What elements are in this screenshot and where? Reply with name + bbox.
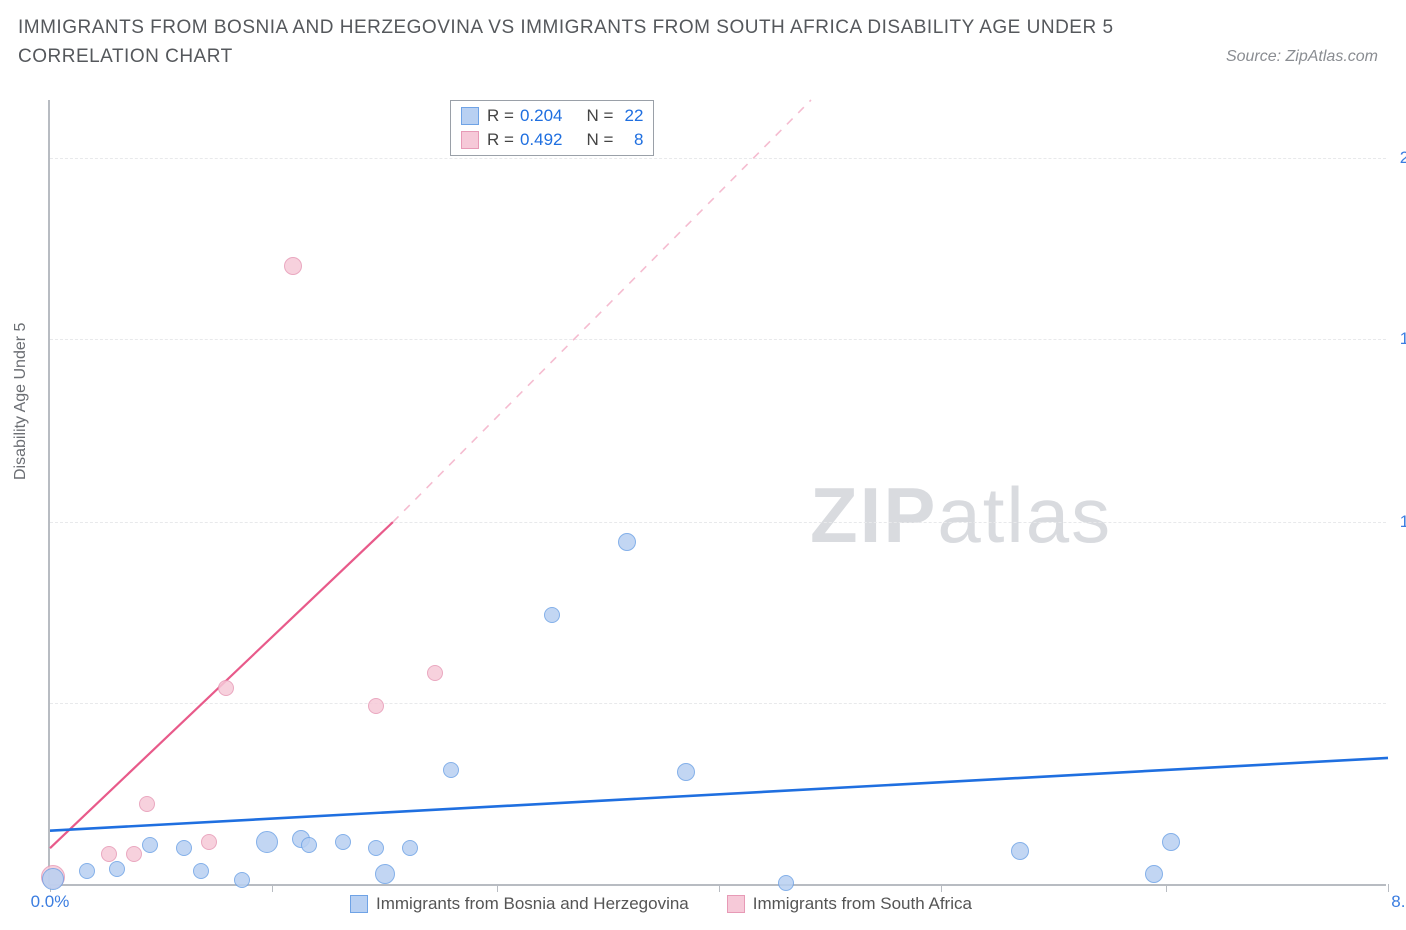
data-point-series-a: [618, 533, 636, 551]
correlation-legend-box: R =0.204 N =22 R =0.492 N =8: [450, 100, 654, 156]
data-point-series-b: [101, 846, 117, 862]
data-point-series-a: [1011, 842, 1029, 860]
data-point-series-a: [335, 834, 351, 850]
data-point-series-a: [375, 864, 395, 884]
data-point-series-a: [42, 868, 64, 890]
data-point-series-a: [402, 840, 418, 856]
y-axis-label: Disability Age Under 5: [12, 323, 30, 480]
data-point-series-a: [1145, 865, 1163, 883]
x-tick: [272, 884, 273, 892]
data-point-series-a: [443, 762, 459, 778]
data-point-series-b: [218, 680, 234, 696]
data-point-series-a: [544, 607, 560, 623]
data-point-series-a: [301, 837, 317, 853]
data-point-series-a: [193, 863, 209, 879]
legend-label-series-a: Immigrants from Bosnia and Herzegovina: [376, 894, 689, 914]
x-tick: [719, 884, 720, 892]
data-point-series-a: [368, 840, 384, 856]
y-tick-label: 6.3%: [1392, 693, 1406, 713]
legend-swatch-series-b: [461, 131, 479, 149]
source-attribution: Source: ZipAtlas.com: [1226, 48, 1378, 66]
data-point-series-b: [139, 796, 155, 812]
series-legend: Immigrants from Bosnia and Herzegovina I…: [350, 894, 972, 914]
legend-row-series-b: R =0.492 N =8: [461, 128, 643, 152]
x-tick-label: 0.0%: [31, 892, 70, 912]
legend-swatch-series-b: [727, 895, 745, 913]
data-point-series-b: [368, 698, 384, 714]
data-point-series-a: [109, 861, 125, 877]
data-point-series-a: [176, 840, 192, 856]
data-point-series-a: [256, 831, 278, 853]
trend-line-series-b-dashed: [393, 100, 811, 522]
legend-swatch-series-a: [461, 107, 479, 125]
legend-item-series-b: Immigrants from South Africa: [727, 894, 972, 914]
trend-line-series-a: [50, 758, 1388, 831]
data-point-series-b: [427, 665, 443, 681]
legend-label-series-b: Immigrants from South Africa: [753, 894, 972, 914]
data-point-series-a: [142, 837, 158, 853]
legend-swatch-series-a: [350, 895, 368, 913]
data-point-series-a: [1162, 833, 1180, 851]
x-tick: [941, 884, 942, 892]
legend-row-series-a: R =0.204 N =22: [461, 104, 643, 128]
y-tick-label: 12.5%: [1392, 512, 1406, 532]
data-point-series-a: [79, 863, 95, 879]
x-tick: [1166, 884, 1167, 892]
data-point-series-b: [284, 257, 302, 275]
data-point-series-a: [234, 872, 250, 888]
data-point-series-a: [677, 763, 695, 781]
trend-lines: [50, 100, 1386, 884]
chart-title: IMMIGRANTS FROM BOSNIA AND HERZEGOVINA V…: [18, 14, 1138, 71]
data-point-series-b: [126, 846, 142, 862]
x-tick: [497, 884, 498, 892]
data-point-series-b: [201, 834, 217, 850]
legend-item-series-a: Immigrants from Bosnia and Herzegovina: [350, 894, 689, 914]
x-tick-label: 8.0%: [1391, 892, 1406, 912]
y-tick-label: 25.0%: [1392, 148, 1406, 168]
chart-plot-area: ZIPatlas 6.3%12.5%18.8%25.0% 0.0%8.0% R …: [48, 100, 1386, 886]
y-tick-label: 18.8%: [1392, 329, 1406, 349]
x-tick: [1388, 884, 1389, 892]
data-point-series-a: [778, 875, 794, 891]
